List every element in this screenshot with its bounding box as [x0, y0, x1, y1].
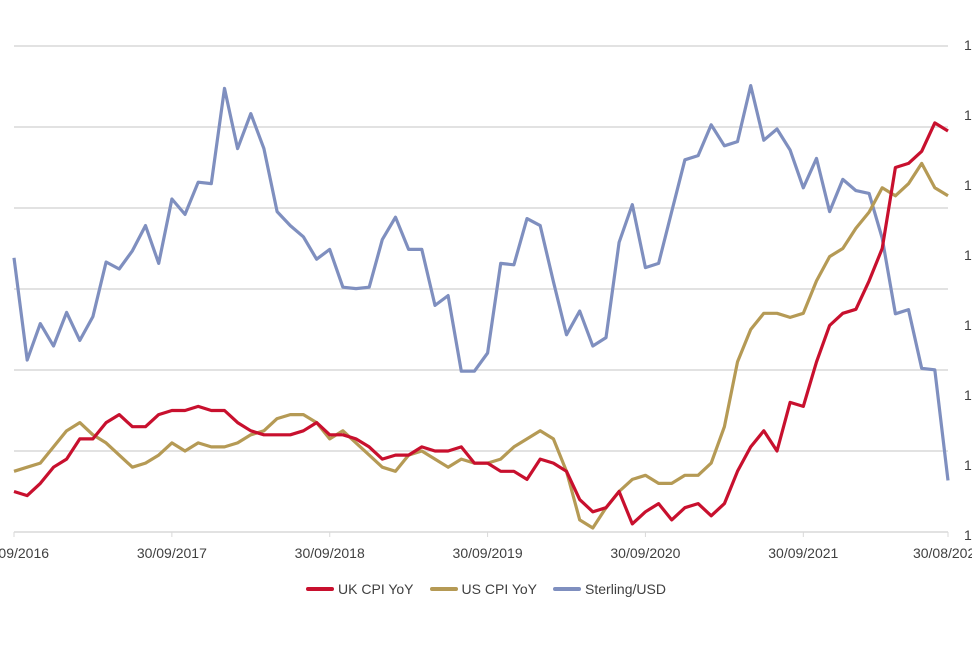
legend-swatch-sterling-usd [553, 587, 582, 591]
series-lines [12, 83, 950, 530]
x-tick-label: 30/09/2018 [295, 545, 365, 561]
legend-item-us-cpi: US CPI YoY [429, 581, 538, 597]
legend-label-us-cpi: US CPI YoY [461, 581, 538, 597]
right-axis-tick-label: 1.35 [964, 177, 972, 193]
x-tick-label: 30/09/2016 [0, 545, 49, 561]
series-line-sterling-usd [12, 83, 950, 481]
right-axis-tick-label: 1.45 [964, 37, 972, 53]
legend-label-sterling-usd: Sterling/USD [585, 581, 666, 597]
series-line-uk-cpi-yoy [13, 121, 949, 526]
legend-swatch-uk-cpi [306, 587, 335, 591]
x-tick-label: 30/08/2022 [913, 545, 972, 561]
series-line-us-cpi-yoy [13, 161, 949, 530]
right-axis-tick-label: 1.30 [964, 247, 972, 263]
right-axis-tick-label: 1.25 [964, 317, 972, 333]
legend: UK CPI YoY US CPI YoY Sterling/USD [0, 581, 972, 597]
right-axis-tick-label: 1.20 [964, 387, 972, 403]
legend-item-sterling-usd: Sterling/USD [553, 581, 666, 597]
legend-item-uk-cpi: UK CPI YoY [306, 581, 414, 597]
x-tick-label: 30/09/2019 [453, 545, 523, 561]
right-axis-tick-label: 1.10 [964, 527, 972, 543]
legend-swatch-us-cpi [429, 587, 458, 591]
x-tick-label: 30/09/2017 [137, 545, 207, 561]
right-axis-tick-label: 1.40 [964, 107, 972, 123]
x-tick-label: 30/09/2021 [768, 545, 838, 561]
x-tick-label: 30/09/2020 [610, 545, 680, 561]
right-axis-tick-label: 1.15 [964, 457, 972, 473]
right-axis: 1.45 1.40 1.35 1.30 1.25 1.20 1.15 1.10 [964, 37, 972, 543]
legend-label-uk-cpi: UK CPI YoY [338, 581, 414, 597]
x-axis: 30/09/2016 30/09/2017 30/09/2018 30/09/2019… [0, 532, 972, 561]
